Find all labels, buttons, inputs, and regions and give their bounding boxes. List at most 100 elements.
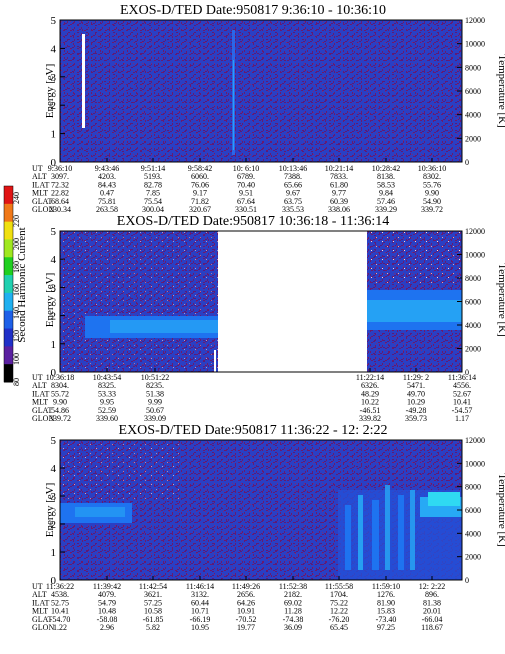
panel-3-ephemeris-value: 10.71 xyxy=(191,607,209,616)
panel-3-ephemeris-value: 11:52:38 xyxy=(279,582,307,591)
panel-3-ephemeris-value: -76.20 xyxy=(329,615,350,624)
panel-2-ephemeris-value: 339.82 xyxy=(359,414,381,423)
panel-2-ephemeris-label: ILAT xyxy=(32,389,49,398)
panel-1-ephemeris-value: 9:58:42 xyxy=(188,164,212,173)
panel-2-ephemeris-value: 339.09 xyxy=(144,414,166,423)
panel-2-y2-tick-label: 10000 xyxy=(465,251,485,260)
panel-1-ephemeris-label: GLON xyxy=(32,205,54,214)
panel-3-y2-tick-label: 2000 xyxy=(465,553,481,562)
panel-3-ephemeris-value: 4538. xyxy=(51,590,69,599)
panel-3-ephemeris-value: 52.75 xyxy=(51,598,69,607)
panel-2-ephemeris-value: 51.38 xyxy=(146,389,164,398)
panel-3: EXOS-D/TED Date:950817 11:36:22 - 12: 2:… xyxy=(32,423,505,632)
panel-3-ephemeris-value: 1.22 xyxy=(53,623,67,632)
panel-1-ephemeris-value: 70.40 xyxy=(237,180,255,189)
panel-2-ephemeris-value: 9.95 xyxy=(100,398,114,407)
panel-2-title: EXOS-D/TED Date:950817 10:36:18 - 11:36:… xyxy=(117,214,389,229)
panel-3-ephemeris-value: -70.52 xyxy=(236,615,257,624)
panel-1-ephemeris-label: UT xyxy=(32,164,43,173)
panel-3-ephemeris-value: 118.67 xyxy=(421,623,443,632)
panel-1-ephemeris-value: 84.43 xyxy=(98,180,116,189)
panel-3-ephemeris-value: 15.83 xyxy=(377,607,395,616)
panel-2-ephemeris-value: 10:51:22 xyxy=(141,373,169,382)
panel-1-ephemeris-value: 76.06 xyxy=(191,180,209,189)
panel-1-y-tick-label: 2 xyxy=(51,100,57,112)
panel-3-ephemeris-value: -66.04 xyxy=(422,615,443,624)
panel-1-ephemeris-value: 330.51 xyxy=(235,205,257,214)
colorbar-label: Second Harmonic Current xyxy=(16,227,28,342)
panel-1-ephemeris-value: 55.76 xyxy=(423,180,441,189)
panel-2-ephemeris-value: 9.99 xyxy=(148,398,162,407)
panel-3-ephemeris-value: 12: 2:22 xyxy=(419,582,445,591)
panel-2-ephemeris-value: 10:43:54 xyxy=(93,373,121,382)
panel-1-ephemeris-value: 68.64 xyxy=(51,197,69,206)
panel-3-ephemeris: UTALTILATMLTGLATGLON11:36:224538.52.7510… xyxy=(32,576,445,632)
panel-3-plot xyxy=(59,439,463,581)
panel-1-ephemeris-value: 5193. xyxy=(144,172,162,181)
panel-1-ephemeris-value: 58.53 xyxy=(377,180,395,189)
panel-3-ephemeris-value: 20.01 xyxy=(423,607,441,616)
panel-1-ephemeris-value: 7833. xyxy=(330,172,348,181)
panel-3-ephemeris-value: 2656. xyxy=(237,590,255,599)
panel-1-y-axis-label: Energy [eV] xyxy=(44,64,56,118)
panel-3-turbulent-region xyxy=(338,485,462,580)
panel-2-ephemeris-value: 359.73 xyxy=(405,414,427,423)
panel-3-ephemeris-value: 10.95 xyxy=(191,623,209,632)
panel-2-ephemeris-value: 10.22 xyxy=(361,398,379,407)
panel-1-ephemeris-value: 9:51:14 xyxy=(141,164,165,173)
panel-1-ephemeris-value: 10: 6:10 xyxy=(233,164,259,173)
panel-3-ephemeris-value: 11:39:42 xyxy=(93,582,121,591)
panel-1-ephemeris-value: 75.54 xyxy=(144,197,162,206)
panel-1-ephemeris-value: 8138. xyxy=(377,172,395,181)
panel-2-ephemeris-value: 339.60 xyxy=(96,414,118,423)
panel-1-ephemeris-value: 320.67 xyxy=(189,205,211,214)
panel-2-ephemeris-value: 8304. xyxy=(51,381,69,390)
panel-2-ephemeris-value: 5471. xyxy=(407,381,425,390)
panel-3-ephemeris-value: -54.70 xyxy=(50,615,71,624)
panel-2-ephemeris-value: 50.67 xyxy=(146,406,164,415)
panel-3-ephemeris-value: 4079. xyxy=(98,590,116,599)
panel-1-ephemeris-value: 57.46 xyxy=(377,197,395,206)
panel-1-ephemeris-value: 7.85 xyxy=(146,189,160,198)
panel-3-title: EXOS-D/TED Date:950817 11:36:22 - 12: 2:… xyxy=(119,423,388,438)
panel-3-ephemeris-label: MLT xyxy=(32,607,48,616)
panel-2-y2-tick-label: 0 xyxy=(465,368,469,377)
panel-3-y2-tick-label: 4000 xyxy=(465,529,481,538)
panel-1-ephemeris-label: MLT xyxy=(32,189,48,198)
panel-3-ephemeris-value: 10.41 xyxy=(51,607,69,616)
panel-2-ephemeris-value: 10:36:18 xyxy=(46,373,74,382)
panel-3-ephemeris-value: -58.08 xyxy=(97,615,118,624)
panel-1-y-tick-label: 4 xyxy=(51,43,57,55)
colorbar: Second Harmonic Current 240 220 200 180 160 1… xyxy=(3,185,28,386)
panel-1-ephemeris-value: 63.75 xyxy=(284,197,302,206)
panel-1-ephemeris-label: GLAT xyxy=(32,197,53,206)
colorbar-cell xyxy=(4,364,13,383)
panel-3-ephemeris-value: -66.19 xyxy=(190,615,211,624)
panel-3-ephemeris-value: 1276. xyxy=(377,590,395,599)
panel-3-y2-tick-label: 12000 xyxy=(465,436,485,445)
panel-1-ephemeris-value: 4203. xyxy=(98,172,116,181)
panel-3-ephemeris-value: 3621. xyxy=(144,590,162,599)
colorbar-cell xyxy=(4,221,13,240)
colorbar-tick-label: 80 xyxy=(12,378,21,386)
panel-3-ephemeris-value: 19.77 xyxy=(237,623,255,632)
colorbar-cell xyxy=(4,346,13,365)
panel-1-ephemeris-value: 9.84 xyxy=(379,189,393,198)
panel-3-y-tick-label: 2 xyxy=(51,519,57,531)
panel-1-ephemeris-value: 10:13:46 xyxy=(279,164,307,173)
panel-3-y2-tick-label: 0 xyxy=(465,576,469,585)
panel-1-ephemeris-value: 75.81 xyxy=(98,197,116,206)
panel-1-ephemeris-value: 9.51 xyxy=(239,189,253,198)
panel-1-ephemeris-value: 230.34 xyxy=(49,205,71,214)
panel-1-ephemeris-value: 61.80 xyxy=(330,180,348,189)
panel-3-ephemeris-label: ALT xyxy=(32,590,47,599)
panel-3-y-tick-label: 1 xyxy=(51,547,57,559)
panel-2-ephemeris-value: 11:29: 2 xyxy=(403,373,429,382)
colorbar-tick-label: 200 xyxy=(12,238,21,250)
panel-2-ephemeris: UTALTILATMLTGLATGLON10:36:188304.55.729.… xyxy=(32,368,476,423)
panel-2-ephemeris-value: -54.57 xyxy=(452,406,473,415)
panel-3-y2-tick-label: 6000 xyxy=(465,506,481,515)
panel-1: EXOS-D/TED Date:950817 9:36:10 - 10:36:1… xyxy=(32,3,505,214)
panel-3-ephemeris-value: 97.25 xyxy=(377,623,395,632)
